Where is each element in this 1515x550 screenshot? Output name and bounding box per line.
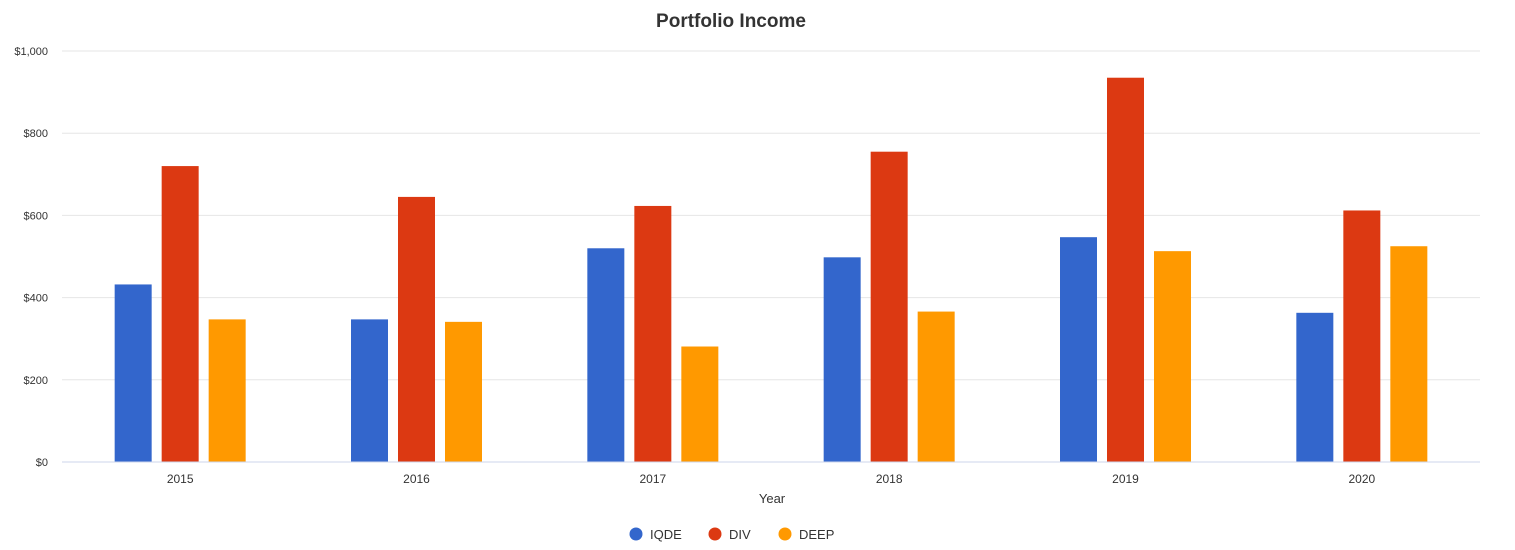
bar-div-2020 <box>1343 210 1381 462</box>
bar-deep-2018 <box>917 311 955 462</box>
bar-iqde-2020 <box>1296 312 1334 462</box>
legend-marker-icon <box>708 527 722 541</box>
bar-deep-2017 <box>681 346 719 462</box>
x-axis-ticks: 2015 2016 2017 2018 2019 2020 <box>167 472 1376 486</box>
bar-div-2017 <box>634 205 672 462</box>
x-tick-label: 2019 <box>1112 472 1139 486</box>
legend: IQDE DIV DEEP <box>629 527 835 542</box>
x-tick-label: 2018 <box>876 472 903 486</box>
legend-item-deep[interactable]: DEEP <box>778 527 835 542</box>
bar-iqde-2018 <box>823 257 861 462</box>
bar-div-2015 <box>161 166 199 462</box>
y-tick-label: $600 <box>24 210 48 222</box>
y-tick-label: $0 <box>36 457 48 469</box>
bar-deep-2020 <box>1390 246 1428 462</box>
y-tick-label: $800 <box>24 128 48 140</box>
x-tick-label: 2020 <box>1348 472 1375 486</box>
bars <box>114 77 1428 462</box>
x-tick-label: 2016 <box>403 472 430 486</box>
legend-marker-icon <box>778 527 792 541</box>
bar-iqde-2016 <box>351 319 388 462</box>
gridlines <box>62 50 1480 381</box>
chart-title: Portfolio Income <box>656 11 806 32</box>
y-tick-label: $400 <box>24 293 48 305</box>
bar-div-2018 <box>870 151 908 462</box>
x-axis-label: Year <box>759 491 786 506</box>
legend-label: IQDE <box>650 527 682 542</box>
legend-item-iqde[interactable]: IQDE <box>629 527 683 542</box>
bar-div-2019 <box>1107 77 1144 462</box>
bar-iqde-2019 <box>1060 237 1097 462</box>
bar-div-2016 <box>398 196 435 462</box>
y-axis-ticks: $0 $200 $400 $600 $800 $1,000 <box>14 46 48 469</box>
bar-deep-2019 <box>1154 251 1191 462</box>
x-tick-label: 2017 <box>639 472 666 486</box>
legend-item-div[interactable]: DIV <box>708 527 752 542</box>
legend-label: DIV <box>729 527 751 542</box>
bar-deep-2015 <box>208 319 246 462</box>
legend-label: DEEP <box>799 527 834 542</box>
bar-iqde-2017 <box>587 248 625 462</box>
bar-iqde-2015 <box>114 284 152 462</box>
legend-marker-icon <box>629 527 643 541</box>
y-tick-label: $200 <box>24 375 48 387</box>
y-tick-label: $1,000 <box>14 46 48 58</box>
x-tick-label: 2015 <box>167 472 194 486</box>
bar-deep-2016 <box>445 321 482 462</box>
